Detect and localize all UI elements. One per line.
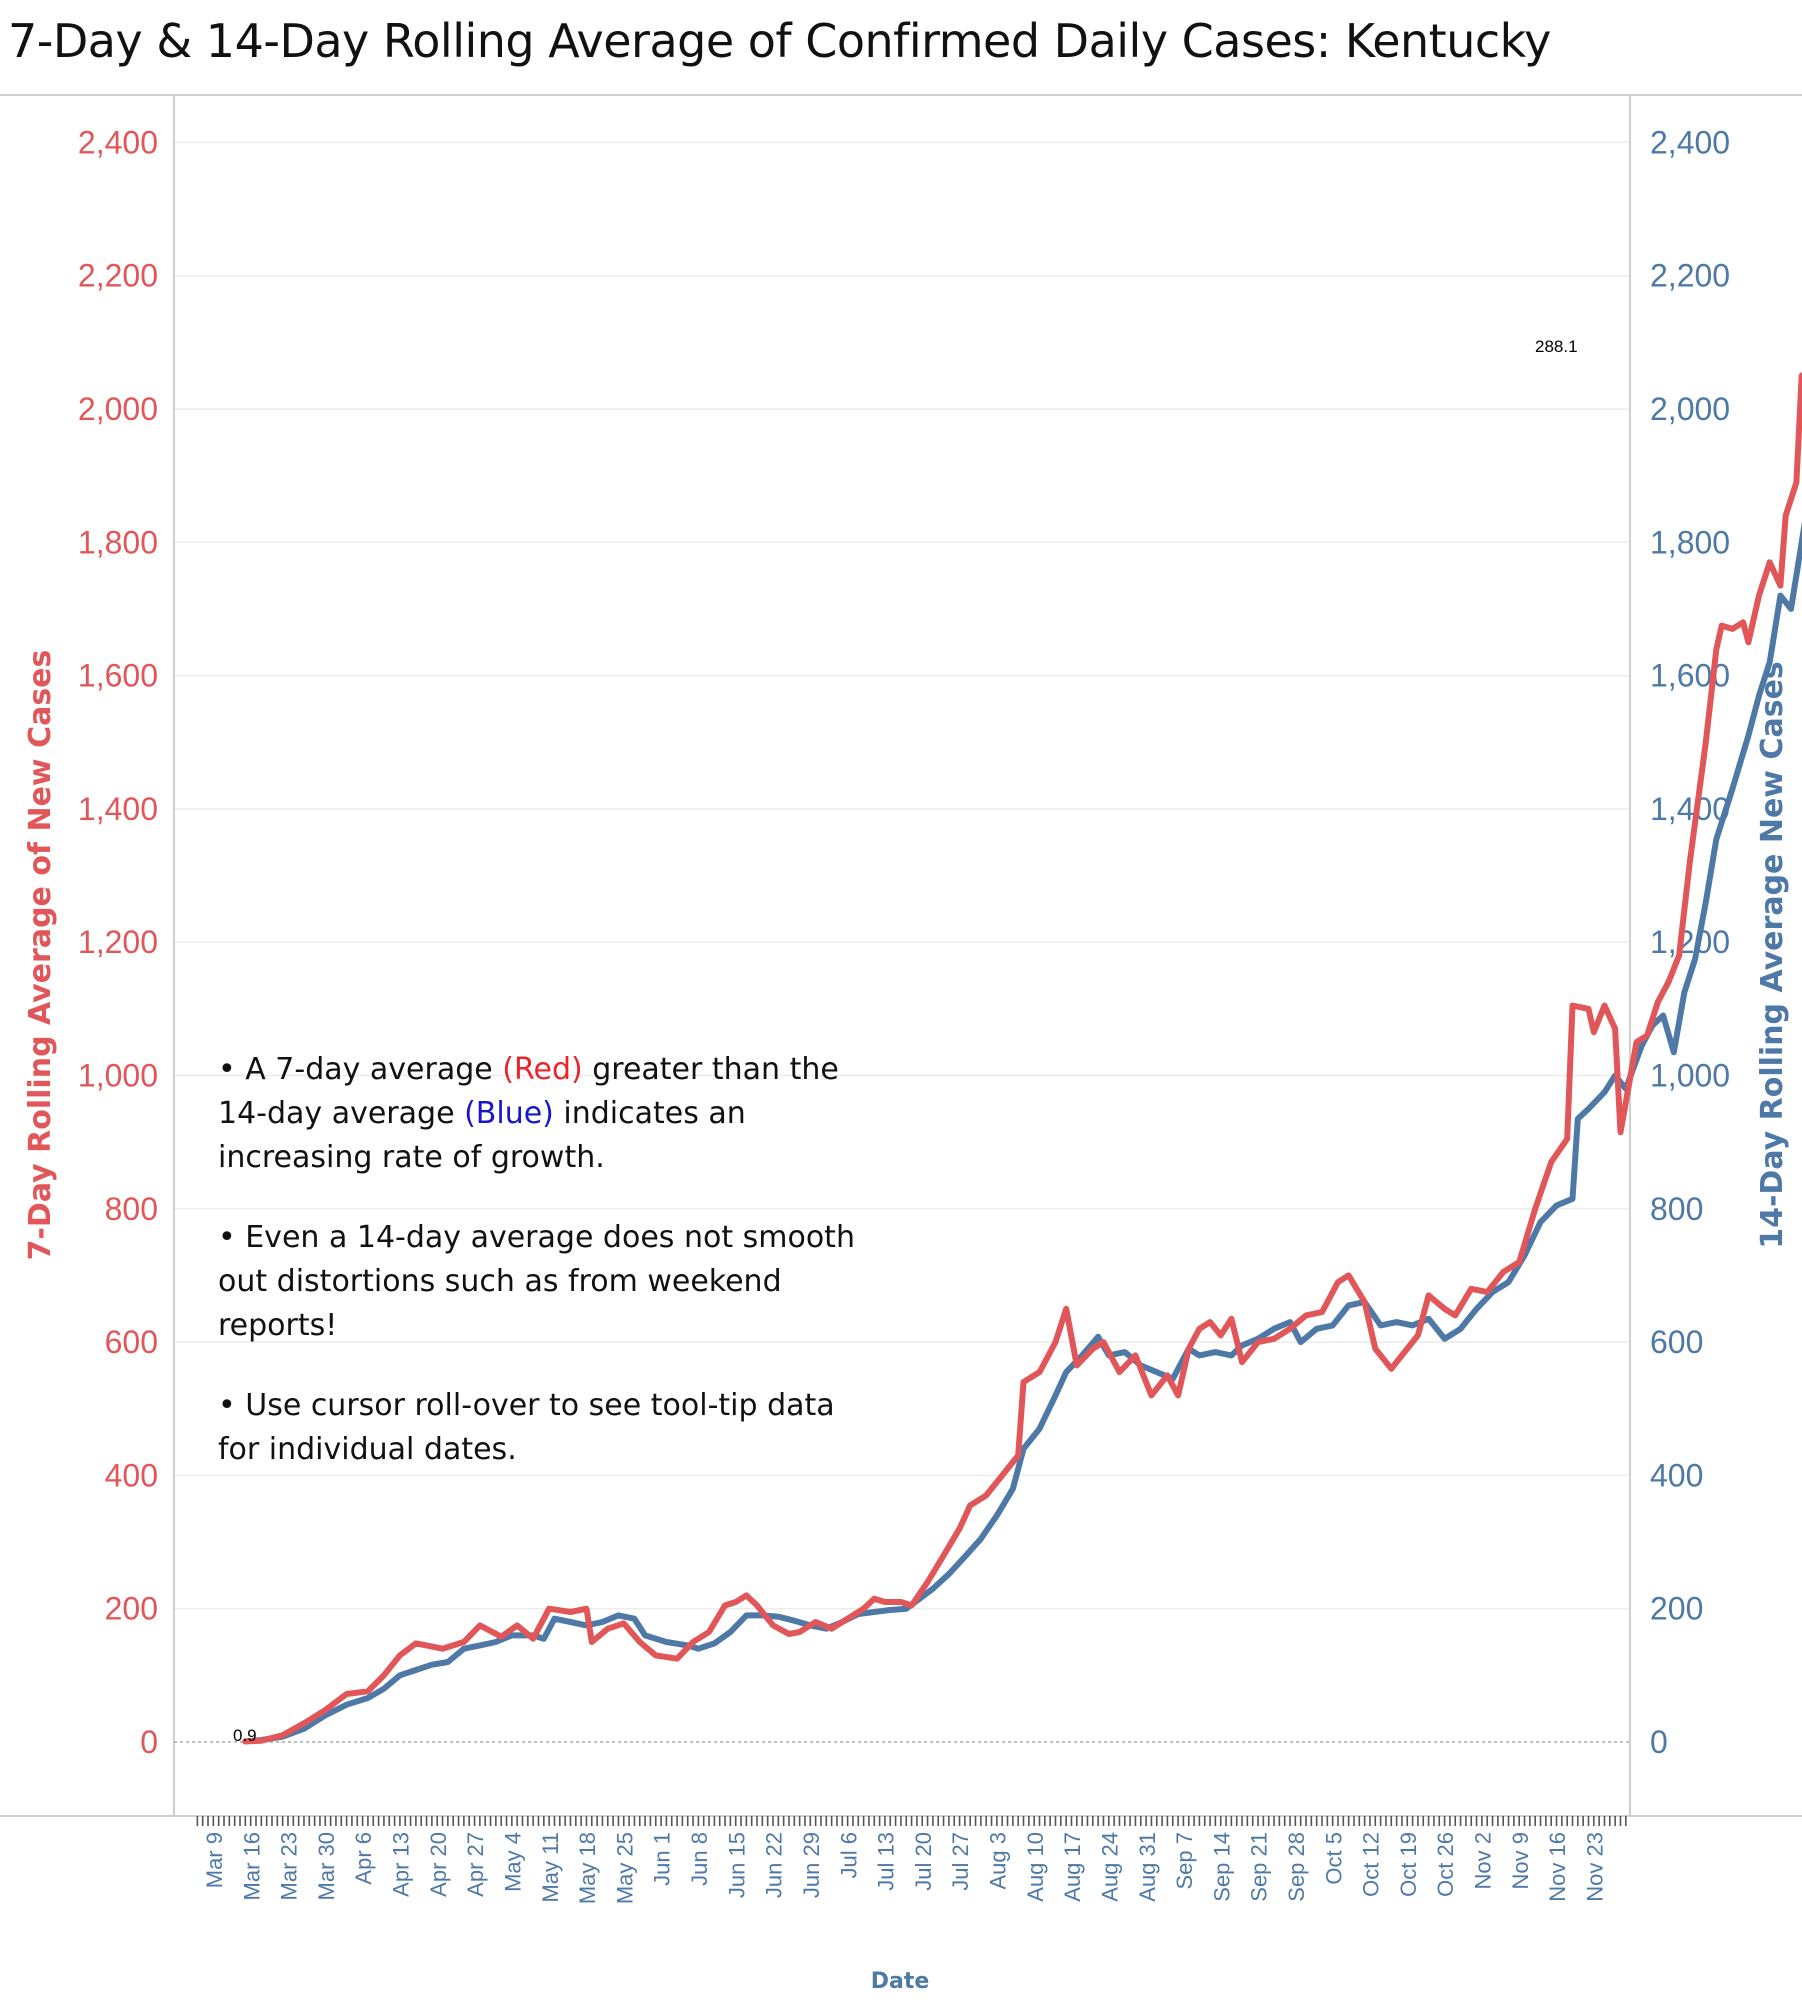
x-tick-label: Sep 14 (1209, 1832, 1234, 1902)
x-tick-label: Nov 2 (1471, 1832, 1496, 1889)
x-tick-label: Nov 16 (1545, 1832, 1570, 1902)
right-tick-label: 800 (1650, 1191, 1703, 1227)
left-tick-label: 600 (105, 1324, 158, 1360)
x-tick-label: Mar 30 (314, 1832, 339, 1900)
right-tick-label: 400 (1650, 1457, 1703, 1493)
x-axis-title: Date (871, 1969, 930, 1994)
annotation-text: • A 7-day average (218, 1052, 503, 1087)
annotation-p2: • Even a 14-day average does not smooth … (218, 1220, 855, 1343)
left-tick-label: 400 (105, 1457, 158, 1493)
x-tick-label: Sep 28 (1284, 1832, 1309, 1902)
annotation-p1: • A 7-day average (Red) greater than the… (218, 1048, 858, 1180)
x-tick-label: Jun 29 (799, 1832, 824, 1898)
x-tick-label: Oct 5 (1321, 1832, 1346, 1885)
annotation-text: greater than the 14-day average (218, 1052, 839, 1131)
x-tick-label: Nov 9 (1508, 1832, 1533, 1889)
left-tick-label: 2,200 (78, 258, 158, 294)
x-tick-label: Nov 23 (1582, 1832, 1607, 1902)
right-tick-label: 1,200 (1650, 924, 1730, 960)
right-tick-label: 200 (1650, 1591, 1703, 1627)
end-value-label: 288.1 (1535, 337, 1578, 356)
mark-labels: 0.9 288.1 (233, 337, 1578, 1745)
x-tick-label: Mar 16 (239, 1832, 264, 1900)
x-tick-label: Mar 23 (277, 1832, 302, 1900)
x-tick-label: Jun 15 (724, 1832, 749, 1898)
x-tick-label: Jul 13 (874, 1832, 899, 1891)
x-tick-label: Apr 27 (463, 1832, 488, 1897)
right-tick-label: 600 (1650, 1324, 1703, 1360)
annotation-blue-word: (Blue) (464, 1096, 554, 1131)
left-tick-label: 200 (105, 1591, 158, 1627)
x-tick-label: Jul 20 (911, 1832, 936, 1891)
right-tick-label: 0 (1650, 1724, 1668, 1760)
series-7day-line (242, 371, 1802, 1745)
x-tick-label: May 18 (575, 1832, 600, 1904)
left-tick-label: 1,200 (78, 924, 158, 960)
left-axis-title: 7-Day Rolling Average of New Cases (23, 650, 58, 1261)
annotation-red-word: (Red) (502, 1052, 583, 1087)
x-tick-marks (196, 1816, 1627, 1826)
left-tick-label: 1,600 (78, 658, 158, 694)
right-tick-label: 2,200 (1650, 258, 1730, 294)
plot-frame (0, 94, 1802, 1817)
x-tick-label: Oct 26 (1433, 1832, 1458, 1897)
x-tick-label: May 4 (500, 1832, 525, 1892)
left-tick-label: 1,800 (78, 524, 158, 560)
x-tick-label: Oct 12 (1359, 1832, 1384, 1897)
x-tick-label: Mar 9 (202, 1832, 227, 1888)
series-lines (242, 371, 1802, 1745)
chart-title: 7-Day & 14-Day Rolling Average of Confir… (8, 14, 1551, 68)
x-axis-tick-labels: Mar 9 Mar 16 Mar 23 Mar 30 Apr 6 Apr 13 Apr 20… (202, 1832, 1607, 1904)
start-value-label: 0.9 (233, 1726, 257, 1745)
left-tick-label: 1,400 (78, 791, 158, 827)
left-tick-label: 800 (105, 1191, 158, 1227)
x-tick-label: Jun 8 (687, 1832, 712, 1886)
x-tick-label: Sep 7 (1172, 1832, 1197, 1890)
left-tick-label: 1,000 (78, 1058, 158, 1094)
x-tick-label: May 11 (538, 1832, 563, 1903)
right-tick-label: 1,400 (1650, 791, 1730, 827)
left-tick-label: 2,400 (78, 124, 158, 160)
x-tick-label: Aug 10 (1023, 1832, 1048, 1902)
x-tick-label: Jun 1 (650, 1832, 675, 1886)
right-tick-label: 1,600 (1650, 658, 1730, 694)
right-tick-label: 1,800 (1650, 524, 1730, 560)
left-tick-label: 0 (140, 1724, 158, 1760)
x-tick-label: Apr 13 (389, 1832, 414, 1897)
left-tick-label: 2,000 (78, 391, 158, 427)
gridlines (174, 141, 1630, 1610)
right-axis-ticks: 0 200 400 600 800 1,000 1,200 1,400 1,600 1,800 2,… (1650, 124, 1730, 1760)
x-tick-label: Apr 20 (426, 1832, 451, 1897)
right-tick-label: 1,000 (1650, 1058, 1730, 1094)
right-axis-title: 14-Day Rolling Average New Cases (1755, 661, 1790, 1249)
right-tick-label: 2,000 (1650, 391, 1730, 427)
x-tick-label: Jul 6 (836, 1832, 861, 1878)
x-tick-label: Aug 17 (1060, 1832, 1085, 1902)
left-axis-ticks: 0 200 400 600 800 1,000 1,200 1,400 1,600 1,800 2,… (78, 124, 158, 1760)
right-tick-label: 2,400 (1650, 124, 1730, 160)
x-tick-label: Sep 21 (1247, 1832, 1272, 1902)
annotation-text: indicates an increasing rate of growth. (218, 1096, 746, 1175)
x-tick-label: Jul 27 (948, 1832, 973, 1891)
annotation-box: • A 7-day average (Red) greater than the… (218, 1048, 858, 1508)
x-tick-label: Jun 22 (762, 1832, 787, 1898)
x-tick-label: Aug 3 (986, 1832, 1011, 1890)
x-tick-label: May 25 (612, 1832, 637, 1904)
x-tick-label: Aug 31 (1135, 1832, 1160, 1902)
x-tick-label: Aug 24 (1097, 1832, 1122, 1902)
x-tick-label: Apr 6 (351, 1832, 376, 1885)
x-tick-label: Oct 19 (1396, 1832, 1421, 1897)
annotation-p3: • Use cursor roll-over to see tool-tip d… (218, 1388, 835, 1467)
